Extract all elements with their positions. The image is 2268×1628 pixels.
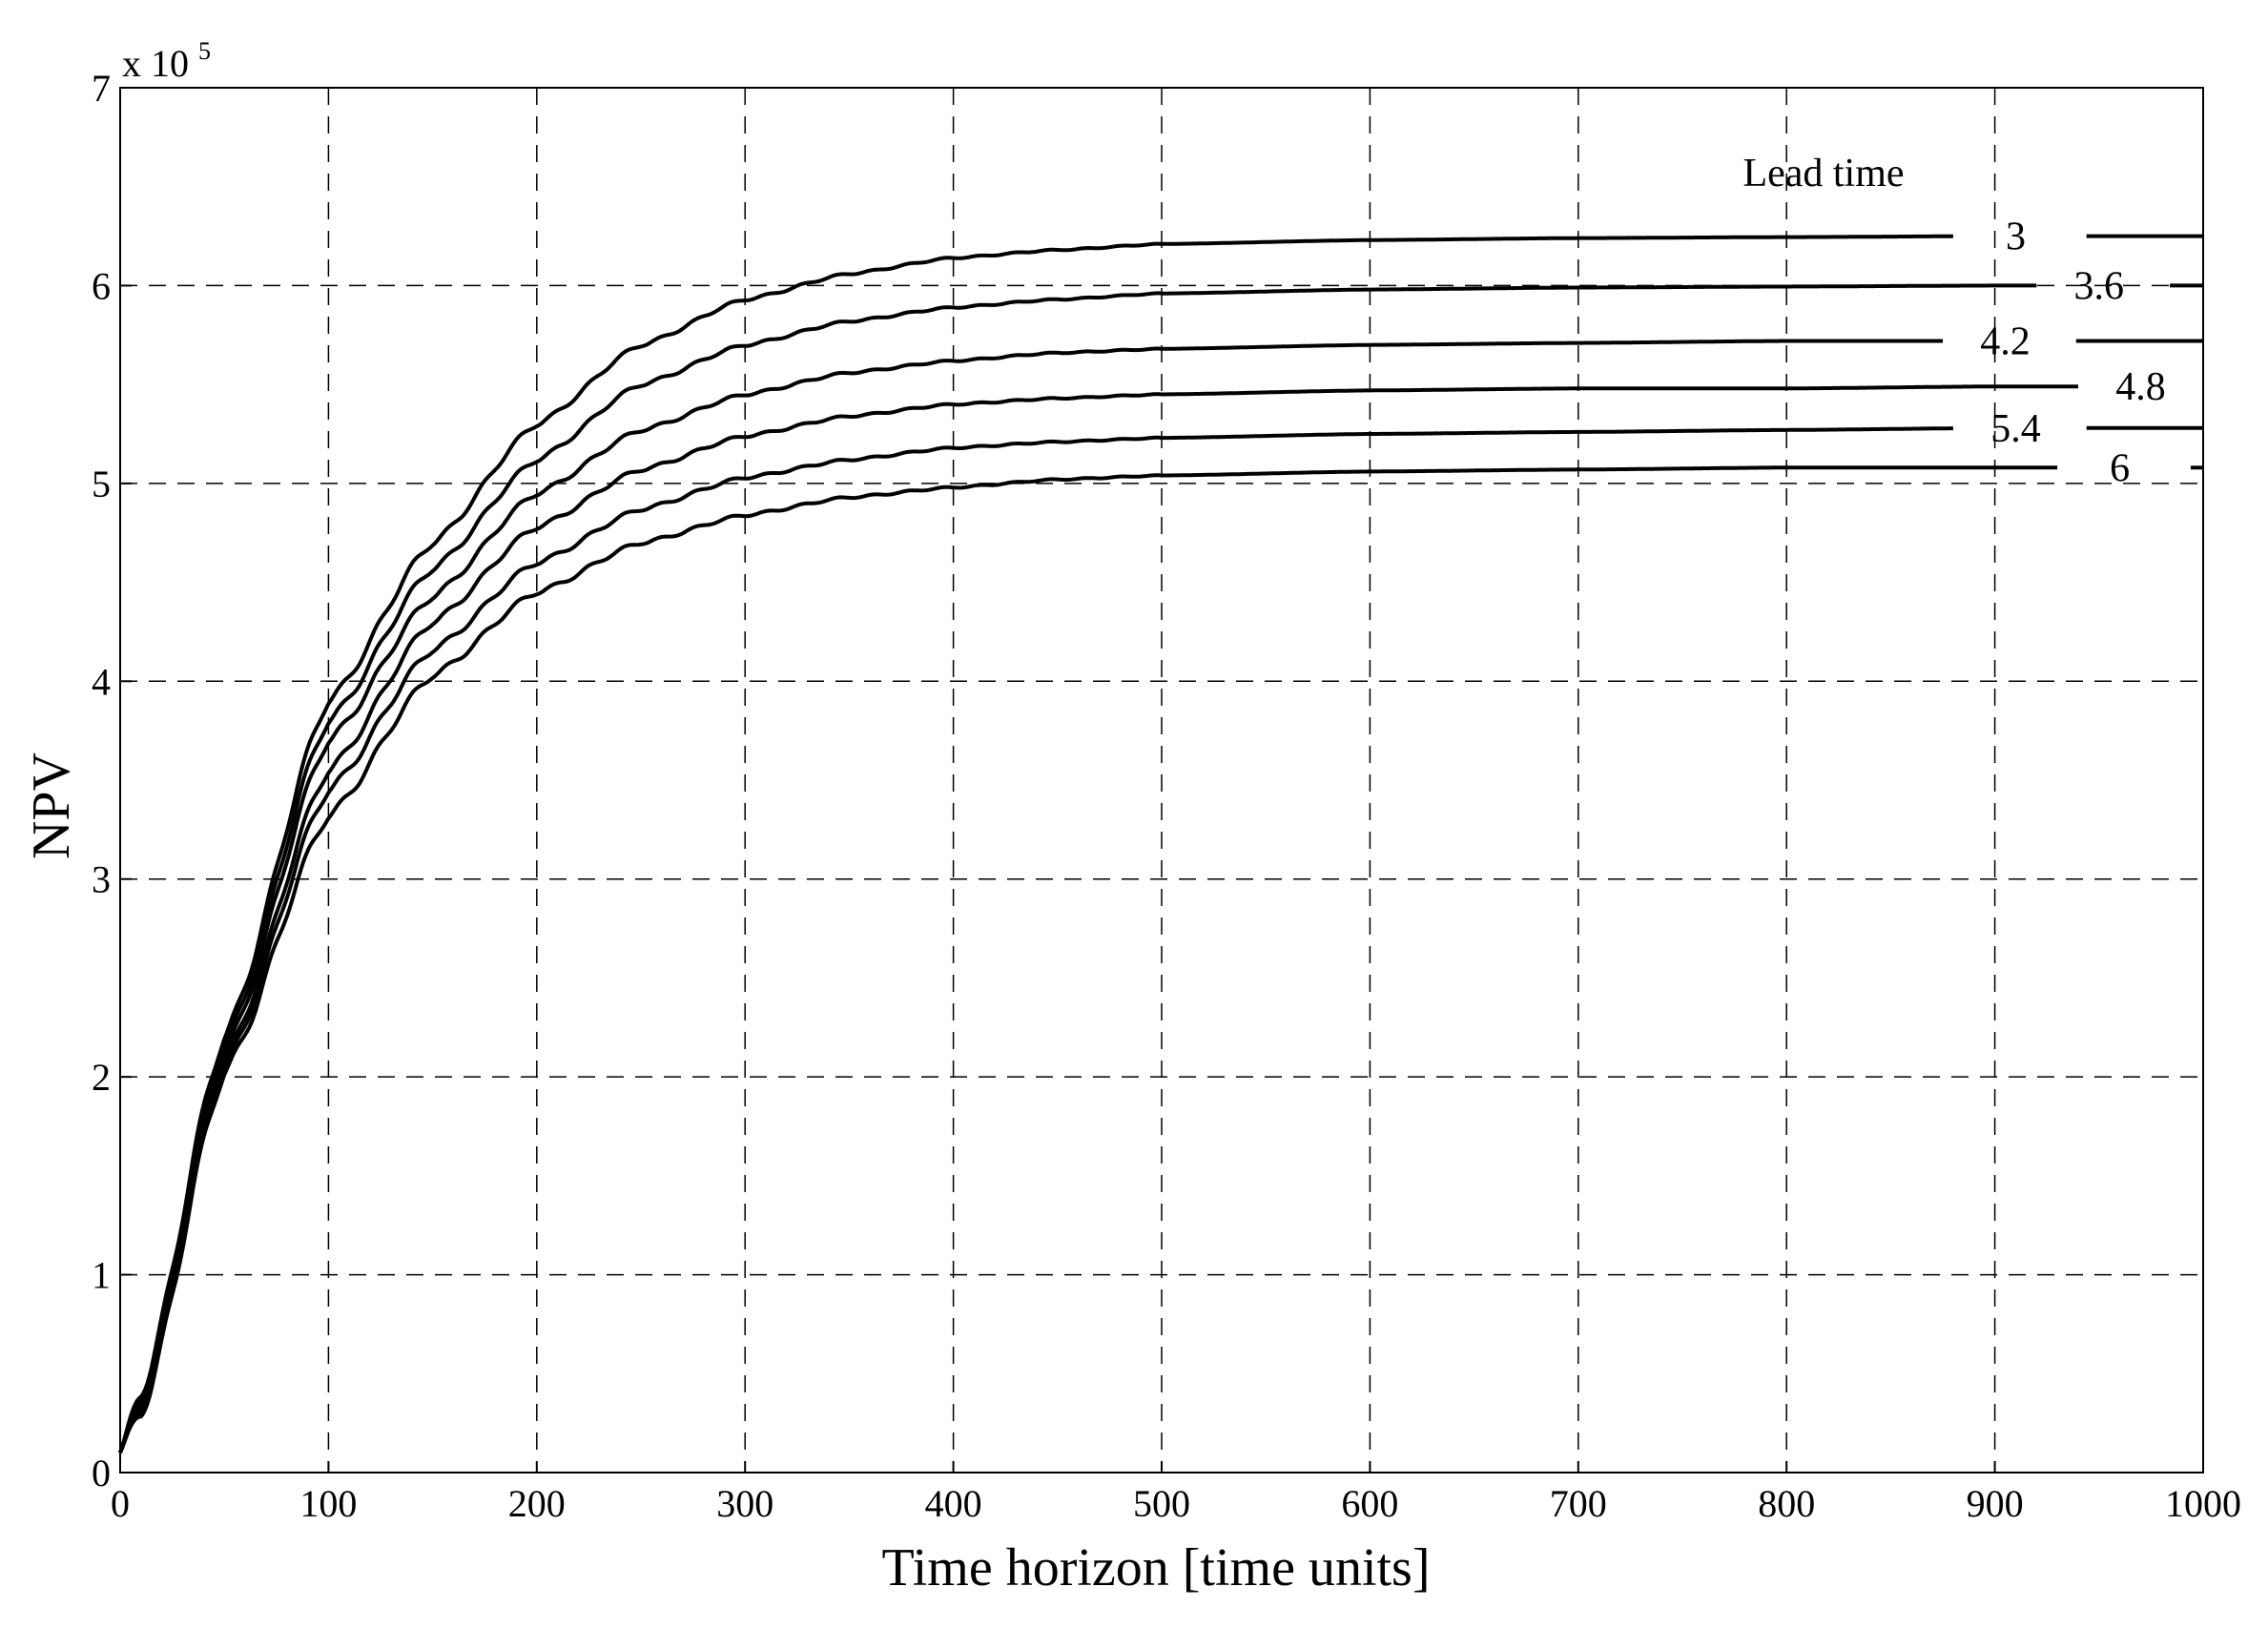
y-multiplier-base: x 10 — [122, 42, 189, 85]
series-label-6: 6 — [2110, 446, 2130, 490]
series-line-3-6-a — [118, 283, 2037, 1453]
series-label-3-6: 3.6 — [2074, 264, 2125, 308]
series-labels: 3 3.6 4.2 4.8 5.4 6 — [1980, 216, 2165, 491]
series-line-6-a — [118, 465, 2058, 1454]
series-label-4-2: 4.2 — [1980, 320, 2031, 364]
x-tick-label-3: 300 — [716, 1482, 773, 1525]
x-tick-label-2: 200 — [508, 1482, 566, 1525]
x-tick-label-1: 100 — [299, 1482, 357, 1525]
y-tick-label-7: 7 — [92, 67, 111, 110]
y-tick-label-0: 0 — [92, 1452, 111, 1494]
series-label-3: 3 — [2006, 216, 2026, 259]
series-label-5-4: 5.4 — [1990, 407, 2041, 451]
y-multiplier-exponent: 5 — [198, 37, 211, 65]
y-axis-label: NPV — [22, 752, 81, 859]
y-tick-label-3: 3 — [92, 858, 111, 901]
x-tick-label-7: 700 — [1550, 1482, 1607, 1525]
y-axis-ticks: 0 1 2 3 4 5 6 7 — [92, 67, 132, 1494]
y-tick-label-2: 2 — [92, 1056, 111, 1099]
y-multiplier: x 10 5 — [122, 37, 211, 85]
x-tick-label-5: 500 — [1133, 1482, 1190, 1525]
x-axis-ticks: 0 100 200 300 400 500 600 700 800 900 1000 — [111, 1461, 2241, 1525]
series-line-4-2-a — [118, 339, 1943, 1453]
series-line-5-4-a — [118, 426, 1953, 1454]
x-tick-label-0: 0 — [111, 1482, 130, 1525]
x-tick-label-8: 800 — [1758, 1482, 1815, 1525]
series-line-4-8-a — [118, 384, 2078, 1454]
x-tick-label-6: 600 — [1341, 1482, 1398, 1525]
x-tick-label-4: 400 — [925, 1482, 982, 1525]
y-tick-label-4: 4 — [92, 660, 111, 703]
y-tick-label-6: 6 — [92, 264, 111, 307]
x-axis-label: Time horizon [time units] — [881, 1538, 1430, 1597]
x-tick-label-10: 1000 — [2165, 1482, 2241, 1525]
series-line-3-a — [118, 234, 1953, 1453]
y-tick-label-1: 1 — [92, 1254, 111, 1297]
grid-lines — [120, 88, 2203, 1473]
x-tick-label-9: 900 — [1967, 1482, 2024, 1525]
y-tick-label-5: 5 — [92, 463, 111, 505]
legend-title: Lead time — [1742, 152, 1904, 196]
series-lines — [118, 234, 2203, 1454]
series-label-4-8: 4.8 — [2115, 365, 2166, 409]
